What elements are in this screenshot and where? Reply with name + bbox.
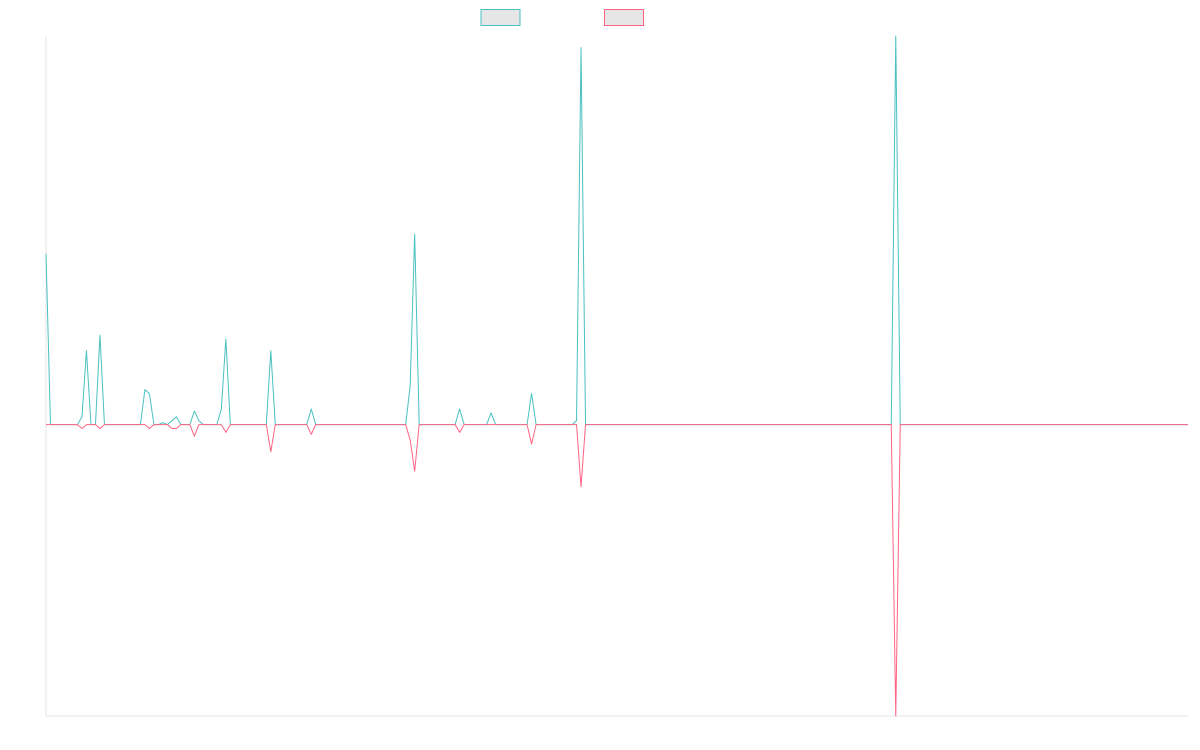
legend-swatch <box>480 9 521 26</box>
legend-swatch <box>604 9 644 26</box>
series-line <box>46 424 1188 717</box>
series-line <box>45 35 1188 426</box>
